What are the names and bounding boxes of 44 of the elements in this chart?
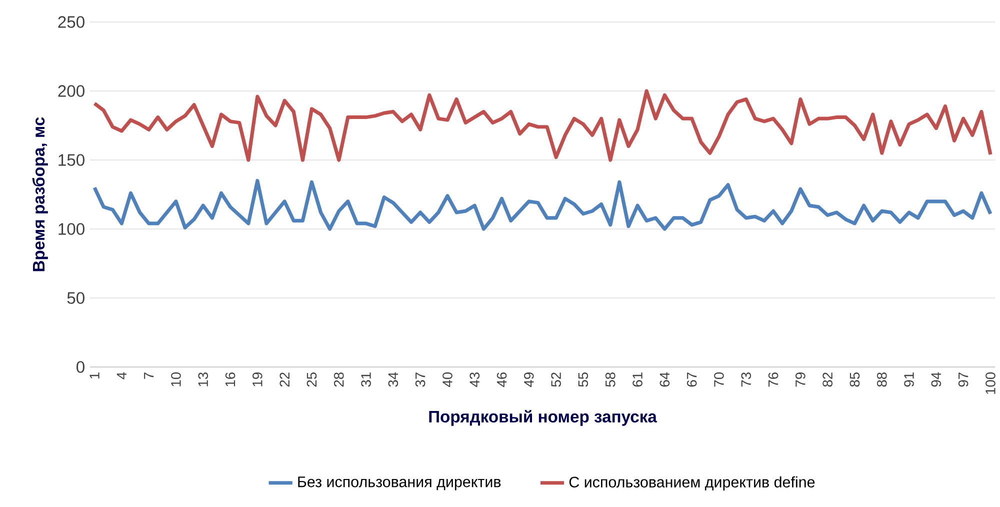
x-tick-label: 67 [686, 372, 697, 387]
x-tick-label: 1 [90, 372, 100, 379]
x-tick-label: 82 [822, 372, 832, 387]
x-tick-label: 43 [470, 372, 480, 387]
x-tick-label: 4 [116, 372, 126, 380]
x-tick-label: 52 [551, 372, 561, 387]
x-tick-label: 16 [225, 372, 236, 386]
y-tick-label: 200 [58, 85, 84, 97]
y-tick-label: 50 [67, 292, 84, 304]
x-tick-label: 79 [796, 372, 806, 387]
y-tick-label: 0 [76, 361, 84, 373]
x-tick-label: 97 [958, 372, 968, 387]
x-tick-label: 22 [280, 372, 290, 387]
x-tick-label: 61 [632, 372, 642, 387]
x-tick-label: 7 [144, 372, 154, 379]
x-tick-label: 34 [388, 372, 398, 387]
x-tick-label: 49 [524, 372, 534, 387]
x-tick-label: 25 [306, 372, 317, 387]
x-tick-label: 19 [252, 372, 262, 386]
x-tick-label: 46 [496, 372, 507, 387]
x-tick-label: 85 [850, 372, 860, 387]
y-tick-label: 100 [58, 223, 84, 235]
y-tick-label: 150 [58, 154, 84, 166]
y-tick-label: 250 [58, 16, 84, 28]
x-tick-label: 58 [605, 372, 616, 387]
x-tick-label: 40 [442, 372, 452, 387]
x-tick-label: 31 [361, 372, 371, 387]
x-tick-label: 88 [876, 372, 887, 387]
x-tick-label: 73 [741, 372, 752, 387]
x-tick-label: 28 [334, 372, 344, 387]
y-axis-title: Время разбора, мс [32, 117, 48, 272]
x-tick-label: 13 [198, 372, 208, 386]
x-tick-label: 76 [768, 372, 778, 387]
x-tick-label: 100 [986, 372, 996, 394]
x-tick-label: 37 [415, 372, 426, 387]
x-tick-label: 91 [904, 372, 914, 387]
x-tick-label: 55 [578, 372, 588, 387]
legend-label: С использованием директив define [569, 476, 815, 490]
x-tick-label: 70 [714, 372, 724, 387]
legend-label: Без использования директив [298, 476, 501, 490]
x-tick-label: 94 [931, 372, 942, 387]
x-tick-label: 64 [660, 372, 670, 387]
x-axis-title: Порядковый номер запуска [429, 410, 658, 426]
x-tick-label: 10 [171, 372, 181, 386]
